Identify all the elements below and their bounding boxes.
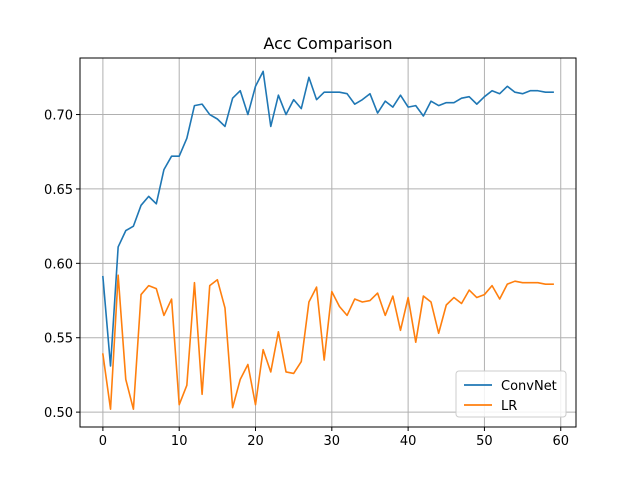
series-line-convnet xyxy=(102,70,554,367)
y-tick-label: 0.60 xyxy=(44,257,73,272)
x-tick-label: 30 xyxy=(324,434,341,449)
y-tick-label: 0.50 xyxy=(44,406,73,421)
series-layer xyxy=(101,70,554,410)
plot-frame xyxy=(79,57,577,428)
x-tick-label: 20 xyxy=(247,434,264,449)
x-tick-label: 60 xyxy=(552,434,569,449)
grid xyxy=(80,58,576,427)
y-axis: 0.50 0.55 0.60 0.65 0.70 xyxy=(44,109,80,421)
legend-label: LR xyxy=(501,399,517,414)
x-tick-label: 50 xyxy=(476,434,493,449)
y-tick-label: 0.55 xyxy=(44,332,73,347)
x-tick-label: 40 xyxy=(400,434,417,449)
x-tick-label: 10 xyxy=(171,434,188,449)
legend: ConvNet LR xyxy=(455,370,567,418)
series-line-lr xyxy=(101,274,554,410)
y-tick-label: 0.70 xyxy=(44,109,73,124)
y-tick-label: 0.65 xyxy=(44,183,73,198)
x-tick-label: 0 xyxy=(99,434,107,449)
chart-title: Acc Comparison xyxy=(263,34,392,53)
legend-label: ConvNet xyxy=(501,379,557,394)
x-axis: 0 10 20 30 40 50 60 xyxy=(99,427,569,449)
